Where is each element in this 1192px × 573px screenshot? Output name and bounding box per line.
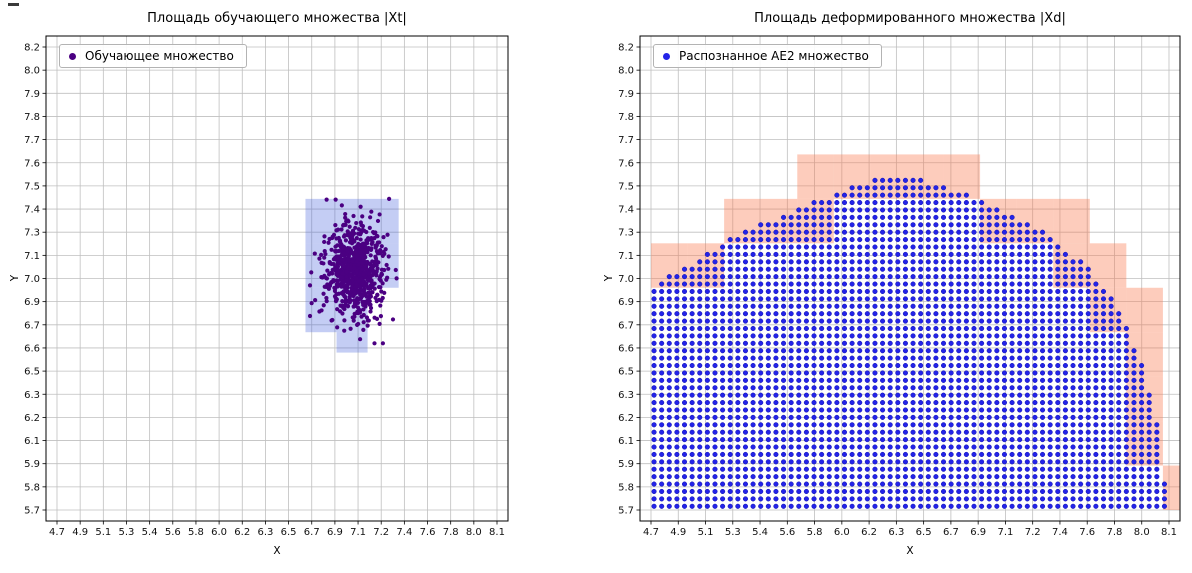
- svg-text:6.1: 6.1: [24, 436, 40, 447]
- svg-text:8.1: 8.1: [489, 527, 505, 538]
- svg-text:5.8: 5.8: [618, 482, 634, 493]
- svg-text:6.2: 6.2: [234, 527, 250, 538]
- svg-text:6.3: 6.3: [257, 527, 273, 538]
- svg-text:6.5: 6.5: [618, 367, 634, 378]
- svg-text:7.2: 7.2: [1025, 527, 1041, 538]
- svg-text:6.5: 6.5: [281, 527, 297, 538]
- svg-text:5.8: 5.8: [188, 527, 204, 538]
- svg-text:5.6: 5.6: [779, 527, 795, 538]
- x-axis-label: X: [906, 545, 914, 557]
- svg-text:5.8: 5.8: [807, 527, 823, 538]
- plot-canvas-deformed: 4.7 4.9 5.1 5.3 5.4 5.6 5.8 6.0 6.2 6.3 6.5 6.7 6.9 7…: [618, 35, 1181, 538]
- svg-text:5.4: 5.4: [752, 527, 768, 538]
- legend-deformed: Распознанное АЕ2 множество: [653, 44, 882, 68]
- svg-text:7.1: 7.1: [350, 527, 366, 538]
- x-axis-label: X: [273, 545, 281, 557]
- svg-text:4.9: 4.9: [72, 527, 88, 538]
- legend-training: Обучающее множество: [59, 44, 247, 68]
- svg-text:6.7: 6.7: [943, 527, 959, 538]
- svg-text:7.4: 7.4: [1052, 527, 1068, 538]
- svg-text:6.6: 6.6: [618, 343, 634, 354]
- svg-text:5.7: 5.7: [618, 506, 634, 517]
- svg-text:5.3: 5.3: [119, 527, 135, 538]
- svg-text:7.4: 7.4: [396, 527, 412, 538]
- svg-text:5.7: 5.7: [24, 506, 40, 517]
- svg-text:8.0: 8.0: [1134, 527, 1150, 538]
- legend-marker-dot: [69, 52, 76, 60]
- svg-text:7.8: 7.8: [1107, 527, 1123, 538]
- svg-text:6.9: 6.9: [327, 527, 343, 538]
- svg-text:8.0: 8.0: [466, 527, 482, 538]
- svg-text:6.5: 6.5: [24, 367, 40, 378]
- svg-text:7.1: 7.1: [618, 251, 634, 262]
- svg-text:6.9: 6.9: [618, 297, 634, 308]
- svg-text:6.2: 6.2: [24, 413, 40, 424]
- svg-text:7.1: 7.1: [24, 251, 40, 262]
- svg-text:8.2: 8.2: [618, 43, 634, 54]
- svg-text:7.9: 7.9: [618, 89, 634, 100]
- svg-text:7.6: 7.6: [420, 527, 436, 538]
- svg-text:7.6: 7.6: [618, 158, 634, 169]
- svg-text:4.9: 4.9: [670, 527, 686, 538]
- svg-text:5.1: 5.1: [698, 527, 714, 538]
- screen-artifact: [8, 3, 19, 6]
- svg-text:6.3: 6.3: [888, 527, 904, 538]
- svg-text:7.6: 7.6: [1079, 527, 1095, 538]
- svg-text:7.9: 7.9: [24, 89, 40, 100]
- svg-text:6.7: 6.7: [618, 320, 634, 331]
- svg-text:7.4: 7.4: [24, 205, 40, 216]
- svg-text:6.2: 6.2: [861, 527, 877, 538]
- svg-text:8.1: 8.1: [1161, 527, 1177, 538]
- svg-text:7.1: 7.1: [997, 527, 1013, 538]
- svg-text:7.8: 7.8: [24, 112, 40, 123]
- svg-text:7.5: 7.5: [618, 181, 634, 192]
- svg-text:7.0: 7.0: [618, 274, 634, 285]
- svg-text:7.8: 7.8: [443, 527, 459, 538]
- svg-text:5.4: 5.4: [142, 527, 158, 538]
- svg-text:6.5: 6.5: [916, 527, 932, 538]
- svg-text:5.9: 5.9: [618, 459, 634, 470]
- chart-title-training: Площадь обучающего множества |Xt|: [147, 11, 407, 26]
- chart-panel-training: Площадь обучающего множества |Xt| Y 4.7 4…: [0, 0, 588, 573]
- svg-text:7.5: 7.5: [24, 181, 40, 192]
- chart-title-deformed: Площадь деформированного множества |Xd|: [754, 11, 1066, 26]
- svg-text:4.7: 4.7: [49, 527, 65, 538]
- svg-text:8.0: 8.0: [24, 66, 40, 77]
- svg-text:6.1: 6.1: [618, 436, 634, 447]
- svg-text:5.3: 5.3: [725, 527, 741, 538]
- svg-text:4.7: 4.7: [643, 527, 659, 538]
- svg-text:7.7: 7.7: [618, 135, 634, 146]
- svg-text:6.7: 6.7: [304, 527, 320, 538]
- svg-text:6.9: 6.9: [970, 527, 986, 538]
- svg-text:6.0: 6.0: [834, 527, 850, 538]
- svg-text:5.8: 5.8: [24, 482, 40, 493]
- svg-text:7.0: 7.0: [24, 274, 40, 285]
- svg-text:7.4: 7.4: [618, 205, 634, 216]
- svg-text:6.6: 6.6: [24, 343, 40, 354]
- svg-text:7.3: 7.3: [618, 228, 634, 239]
- svg-text:5.1: 5.1: [95, 527, 111, 538]
- svg-text:6.0: 6.0: [211, 527, 227, 538]
- plot-canvas-training: 4.7 4.9 5.1 5.3 5.4 5.6 5.8 6.0 6.2 6.3 6.5 6.7 6.9 7…: [24, 35, 509, 538]
- svg-text:6.2: 6.2: [618, 413, 634, 424]
- svg-text:6.3: 6.3: [618, 390, 634, 401]
- chart-panel-deformed: Площадь деформированного множества |Xd| …: [588, 0, 1192, 573]
- svg-text:6.9: 6.9: [24, 297, 40, 308]
- svg-text:6.7: 6.7: [24, 320, 40, 331]
- legend-label: Распознанное АЕ2 множество: [679, 49, 869, 63]
- legend-marker-dot: [663, 52, 670, 60]
- svg-text:5.6: 5.6: [165, 527, 181, 538]
- svg-text:7.2: 7.2: [373, 527, 389, 538]
- legend-label: Обучающее множество: [85, 49, 234, 63]
- svg-text:7.6: 7.6: [24, 158, 40, 169]
- svg-text:7.3: 7.3: [24, 228, 40, 239]
- svg-text:5.9: 5.9: [24, 459, 40, 470]
- svg-text:8.2: 8.2: [24, 43, 40, 54]
- svg-text:6.3: 6.3: [24, 390, 40, 401]
- svg-text:7.8: 7.8: [618, 112, 634, 123]
- svg-text:7.7: 7.7: [24, 135, 40, 146]
- svg-text:8.0: 8.0: [618, 66, 634, 77]
